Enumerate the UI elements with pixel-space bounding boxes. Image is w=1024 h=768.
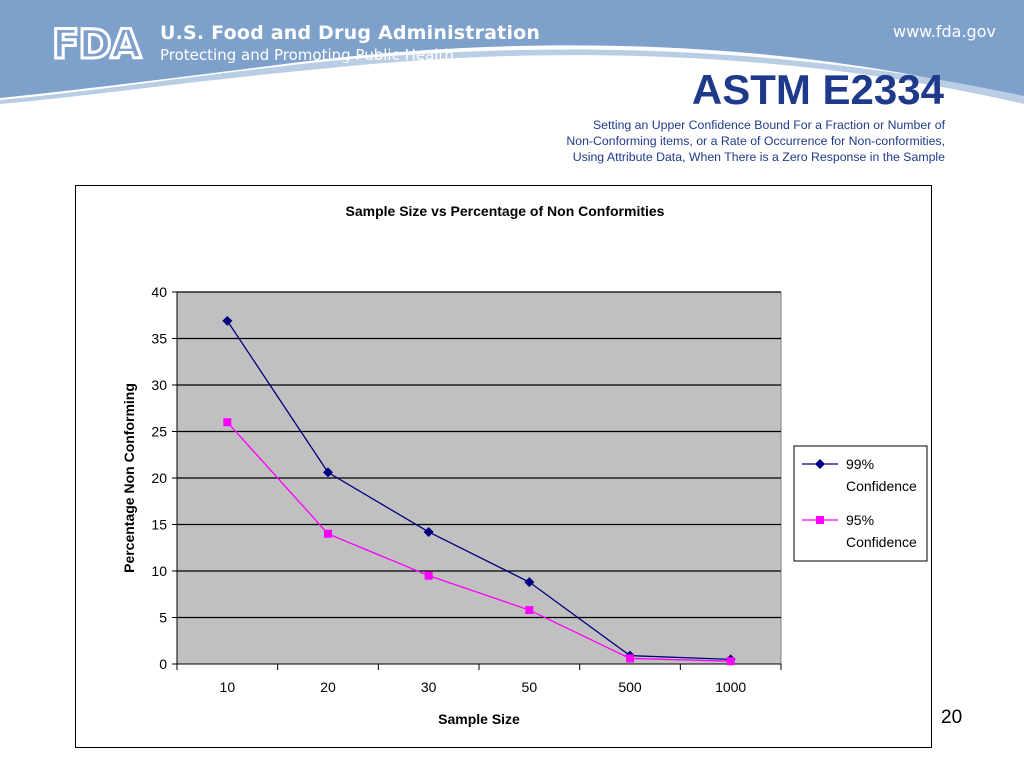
data-point-square xyxy=(324,529,332,538)
x-tick-label: 20 xyxy=(320,679,336,695)
website-link[interactable]: www.fda.gov xyxy=(893,22,996,41)
series-line-0 xyxy=(226,320,731,660)
x-tick-label: 10 xyxy=(220,679,236,695)
line-chart: Sample Size vs Percentage of Non Conform… xyxy=(121,203,928,727)
x-axis-label: Sample Size xyxy=(438,711,520,727)
x-tick-label: 50 xyxy=(522,679,538,695)
y-tick-label: 0 xyxy=(159,656,167,672)
data-point-diamond xyxy=(524,577,535,588)
data-point-square xyxy=(626,654,634,663)
y-tick-label: 40 xyxy=(151,284,167,300)
y-tick-label: 15 xyxy=(151,517,167,533)
data-point-square xyxy=(525,606,534,615)
data-point-square xyxy=(726,657,735,666)
slide-title: ASTM E2334 xyxy=(691,66,944,113)
slide-subtitle: Setting an Upper Confidence Bound For a … xyxy=(566,118,945,164)
org-subtitle: Protecting and Promoting Public Health xyxy=(160,46,454,64)
y-axis-label: Percentage Non Conforming xyxy=(121,383,137,573)
legend-label: 95% Confidence xyxy=(846,512,917,550)
y-tick-label: 35 xyxy=(151,331,167,347)
chart-frame: Sample Size vs Percentage of Non Conform… xyxy=(75,185,932,748)
x-tick-label: 30 xyxy=(421,679,437,695)
data-point-square xyxy=(424,571,433,580)
y-tick-label: 25 xyxy=(151,424,167,440)
x-tick-label: 1000 xyxy=(715,679,746,695)
x-tick-label: 500 xyxy=(618,679,642,695)
fda-logo[interactable]: FDA xyxy=(50,20,146,65)
legend-marker-diamond xyxy=(815,459,825,469)
data-point-square xyxy=(223,418,232,427)
data-point-diamond xyxy=(323,467,333,478)
y-tick-label: 30 xyxy=(151,377,167,393)
data-point-diamond xyxy=(423,526,434,537)
series-line-1 xyxy=(226,421,731,662)
fda-logo-text: FDA xyxy=(52,22,142,64)
legend-marker-square xyxy=(816,516,824,524)
y-tick-label: 10 xyxy=(151,563,167,579)
y-tick-label: 20 xyxy=(151,470,167,486)
page-number: 20 xyxy=(941,707,963,728)
data-point-diamond xyxy=(222,315,233,326)
chart-title: Sample Size vs Percentage of Non Conform… xyxy=(346,203,665,219)
y-tick-label: 5 xyxy=(159,610,167,626)
org-title: U.S. Food and Drug Administration xyxy=(160,22,541,44)
legend-label: 99% Confidence xyxy=(846,456,917,494)
header-banner xyxy=(0,0,1024,104)
